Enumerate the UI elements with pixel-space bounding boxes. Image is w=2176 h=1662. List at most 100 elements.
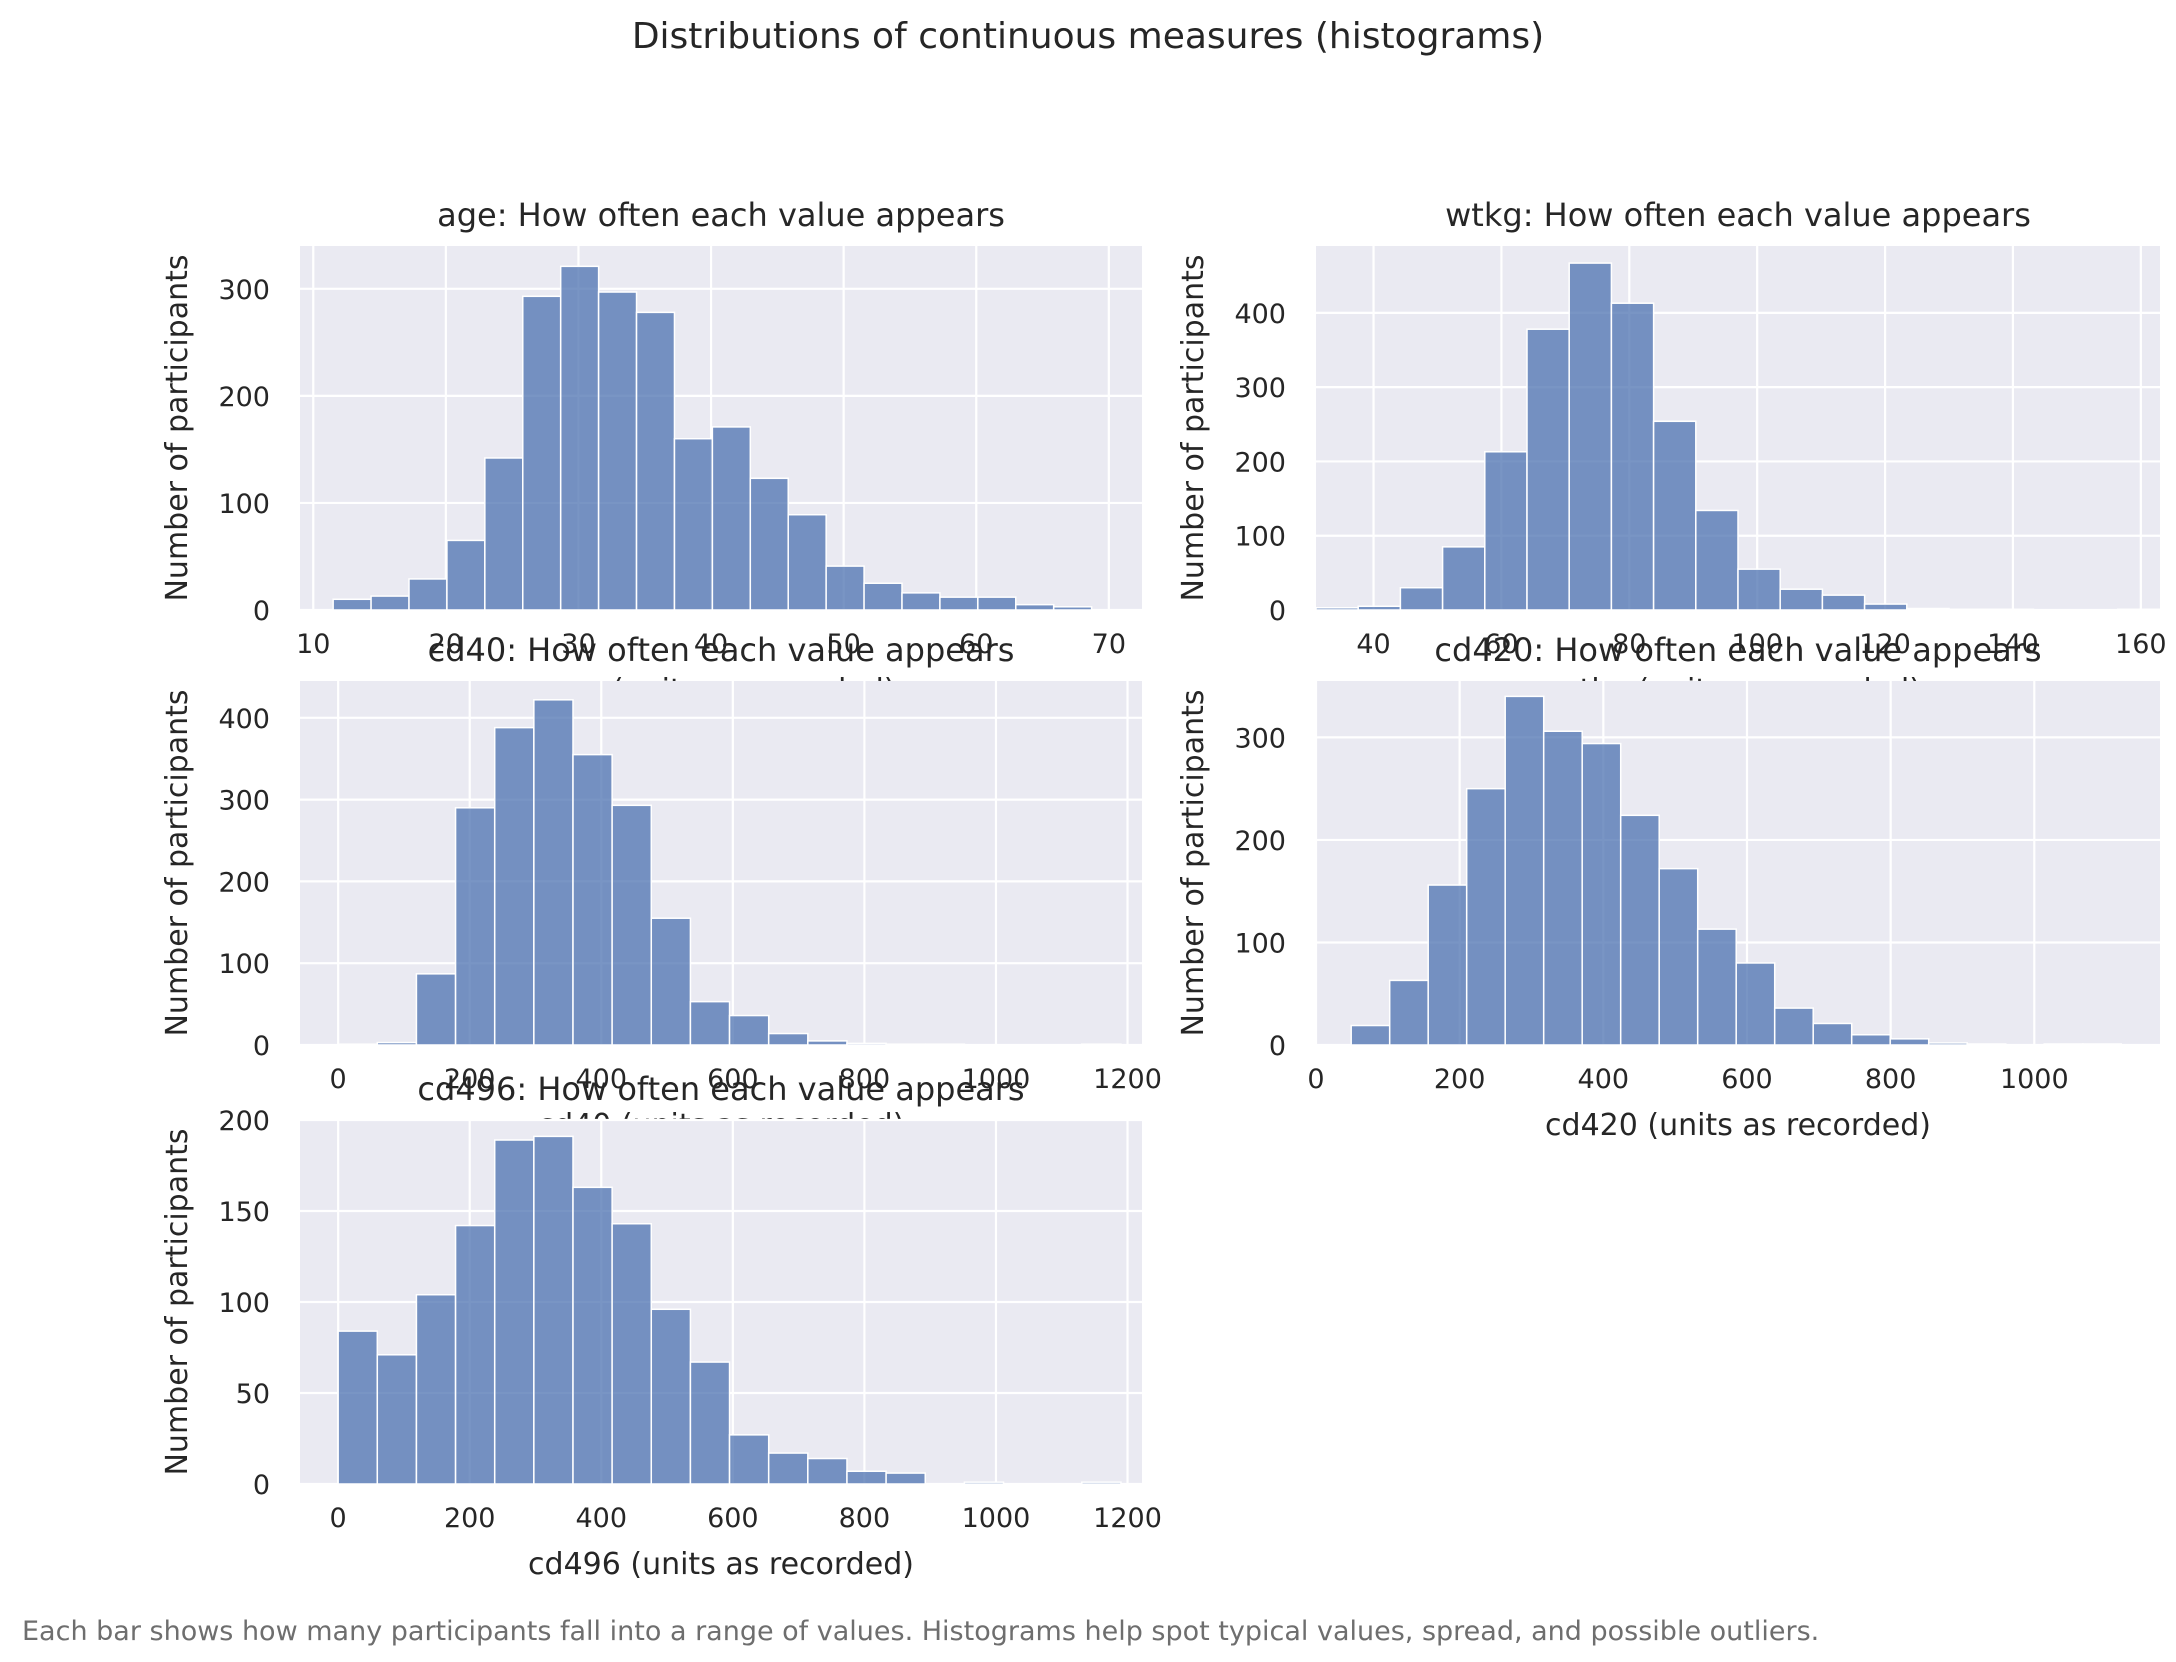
bar-wtkg-2 [1399,586,1444,611]
x-tick-label-wtkg-0: 40 [1356,629,1390,660]
bar-age-4 [484,457,524,611]
y-tick-label-wtkg-2: 200 [1234,447,1286,478]
x-tick-label-age-6: 70 [1092,629,1126,660]
x-tick-label-age-4: 50 [826,629,860,660]
bar-age-18 [1015,603,1055,611]
x-tick-label-cd420-5: 1000 [2000,1064,2069,1095]
x-tick-label-wtkg-3: 100 [1731,629,1783,660]
bar-cd40-14 [885,1043,927,1046]
bar-age-5 [522,295,562,611]
bar-cd40-5 [533,699,574,1046]
figure-caption: Each bar shows how many participants fal… [22,1616,1819,1647]
bar-age-0 [332,598,372,611]
bar-wtkg-4 [1484,451,1528,611]
bar-cd496-0 [337,1330,379,1485]
x-tick-label-age-0: 10 [296,629,330,660]
bar-cd420-13 [1850,1033,1891,1046]
bar-cd420-12 [1812,1022,1853,1046]
panel-wtkg: 40 60 80 100 120 140 160 0 100 200 300 400 Number of… [1176,196,2167,708]
x-tick-label-cd420-0: 0 [1307,1064,1324,1095]
x-tick-label-wtkg-4: 120 [1859,629,1911,660]
bar-cd420-4 [1504,695,1545,1046]
y-tick-label-cd420-3: 300 [1234,723,1286,754]
bar-wtkg-15 [1948,608,1992,611]
x-tick-label-cd496-3: 600 [707,1503,759,1534]
bar-wtkg-9 [1695,509,1739,611]
bar-age-9 [673,437,714,611]
bar-cd496-4 [493,1139,535,1485]
y-tick-label-cd40-0: 0 [253,1031,270,1062]
panel-cd420: 0 200 400 600 800 1000 0 100 200 300 Number of par… [1176,631,2160,1143]
x-tick-label-wtkg-2: 80 [1612,629,1646,660]
bar-cd40-7 [611,804,653,1046]
y-tick-label-wtkg-1: 100 [1234,522,1286,553]
x-tick-label-cd420-4: 800 [1865,1064,1917,1095]
y-tick-label-cd496-2: 100 [218,1288,270,1319]
x-tick-label-cd40-1: 200 [444,1064,496,1095]
bar-wtkg-8 [1652,420,1697,611]
panel-title-cd40: cd40: How often each value appears [428,631,1015,669]
bar-age-17 [977,596,1017,611]
x-tick-label-cd40-2: 400 [576,1064,628,1095]
bar-cd40-6 [572,753,613,1046]
bar-age-2 [408,578,448,611]
bar-cd420-1 [1388,979,1429,1046]
bar-cd40-10 [728,1014,770,1046]
figure-title: Distributions of continuous measures (hi… [632,16,1544,57]
panel-title-wtkg: wtkg: How often each value appears [1445,196,2031,234]
x-tick-label-wtkg-5: 140 [1987,629,2039,660]
bar-cd496-6 [572,1186,613,1485]
y-tick-label-age-3: 300 [218,275,270,306]
panel-cd40: 0 200 400 600 800 1000 1200 0 100 200 300 400 Number… [160,631,1162,1143]
bar-cd496-9 [689,1361,731,1485]
y-axis-label-cd420: Number of participants [1176,689,1211,1036]
bar-cd40-2 [415,973,457,1046]
bar-cd420-0 [1350,1024,1391,1046]
bar-wtkg-19 [2117,608,2161,611]
bar-cd496-12 [807,1457,848,1485]
y-tick-label-cd420-0: 0 [1269,1031,1286,1062]
y-tick-label-cd40-3: 300 [218,786,270,817]
bar-wtkg-16 [1990,608,2035,611]
bar-cd420-18 [2043,1043,2084,1046]
y-tick-label-cd40-2: 200 [218,867,270,898]
panel-age: 10 20 30 40 50 60 70 0 100 200 300 Number of partic… [160,196,1142,708]
bar-cd496-5 [533,1135,574,1485]
x-tick-label-cd496-0: 0 [330,1503,347,1534]
y-tick-label-cd420-2: 200 [1234,826,1286,857]
x-tick-label-cd40-0: 0 [330,1064,347,1095]
y-tick-label-wtkg-3: 300 [1234,373,1286,404]
bar-age-16 [939,596,979,611]
bar-cd496-2 [415,1293,457,1485]
x-tick-label-cd40-5: 1000 [962,1064,1031,1095]
bar-wtkg-7 [1610,302,1655,611]
x-tick-label-cd40-3: 600 [707,1064,759,1095]
bar-cd420-11 [1773,1007,1814,1046]
bar-age-19 [1052,606,1093,611]
panel-title-cd496: cd496: How often each value appears [417,1070,1024,1108]
bar-cd496-1 [376,1354,418,1485]
bar-cd40-12 [807,1040,848,1046]
x-tick-label-age-5: 60 [959,629,993,660]
x-tick-label-cd40-6: 1200 [1093,1064,1162,1095]
y-tick-label-age-0: 0 [253,596,270,627]
bar-cd420-8 [1658,867,1699,1046]
bar-age-6 [559,265,600,611]
bar-cd40-8 [650,917,692,1046]
bar-wtkg-14 [1906,607,1950,611]
bar-cd40-1 [376,1041,418,1046]
bar-cd420-15 [1927,1042,1968,1046]
y-tick-label-cd496-0: 0 [253,1470,270,1501]
bar-cd420-5 [1542,730,1583,1046]
bar-cd496-8 [650,1308,692,1485]
bar-cd420-19 [2081,1043,2122,1046]
panel-title-age: age: How often each value appears [437,196,1005,234]
x-tick-label-wtkg-1: 60 [1484,629,1518,660]
x-tick-label-cd420-1: 200 [1434,1064,1486,1095]
x-tick-label-cd40-4: 800 [839,1064,891,1095]
bar-age-15 [901,592,941,611]
y-tick-label-cd496-1: 50 [236,1379,270,1410]
bar-cd420-6 [1581,742,1622,1046]
y-tick-label-wtkg-0: 0 [1269,596,1286,627]
bar-cd420-16 [1966,1043,2007,1046]
